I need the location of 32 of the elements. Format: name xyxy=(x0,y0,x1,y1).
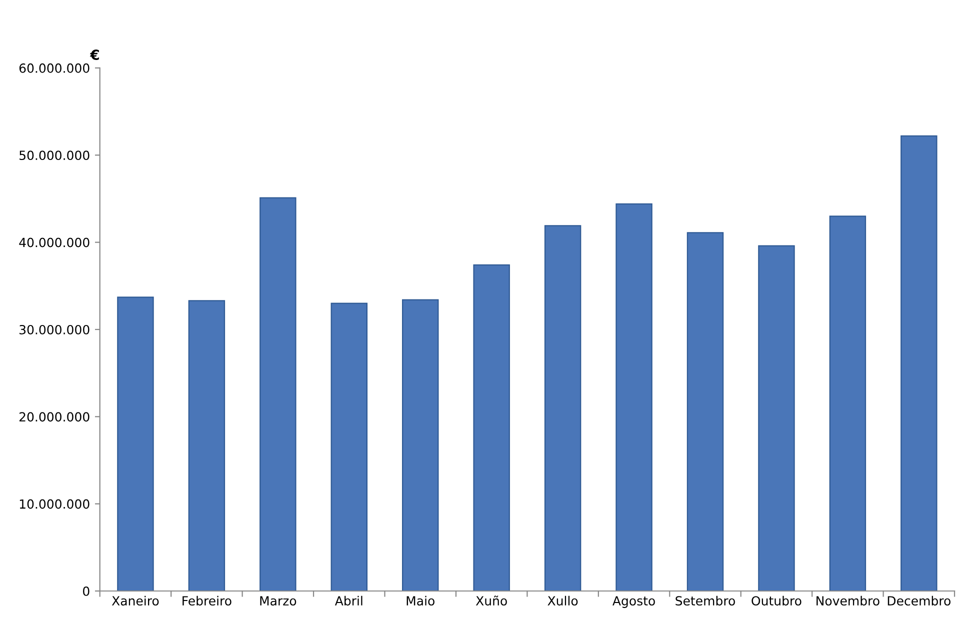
x-tick-label: Novembro xyxy=(816,596,880,606)
bar xyxy=(758,245,795,591)
bar xyxy=(473,264,510,591)
x-tick-label: Decembro xyxy=(888,596,950,606)
bar xyxy=(260,197,296,591)
bar xyxy=(829,216,866,591)
bar xyxy=(686,232,724,591)
bar xyxy=(402,299,439,591)
y-tick-label: 0 xyxy=(83,586,90,596)
bar xyxy=(544,225,582,591)
bar xyxy=(117,296,154,591)
bar xyxy=(616,203,652,591)
y-tick-label: 60.000.000 xyxy=(19,63,90,73)
x-tick-label: Agosto xyxy=(612,596,655,608)
x-tick-label: Febreiro xyxy=(182,596,232,606)
x-tick-label: Xullo xyxy=(548,596,578,606)
y-tick-label: 40.000.000 xyxy=(19,238,90,248)
x-tick-label: Maio xyxy=(406,596,434,606)
x-tick-label: Xaneiro xyxy=(112,596,159,606)
x-tick-label: Marzo xyxy=(260,596,296,606)
x-tick-label: Setembro xyxy=(676,596,735,606)
y-tick-label: 10.000.000 xyxy=(20,499,90,509)
y-tick-label: 30.000.000 xyxy=(20,324,90,334)
bar xyxy=(330,302,368,591)
x-tick-label: Xuño xyxy=(476,596,507,606)
y-axis-title: € xyxy=(90,50,99,60)
y-tick-label: 20.000.000 xyxy=(19,412,90,422)
x-tick-label: Outubro xyxy=(752,596,802,606)
x-tick-label: Abril xyxy=(334,596,362,606)
bar xyxy=(900,135,938,591)
bar xyxy=(188,300,226,591)
y-tick-label: 50.000.000 xyxy=(20,150,90,160)
